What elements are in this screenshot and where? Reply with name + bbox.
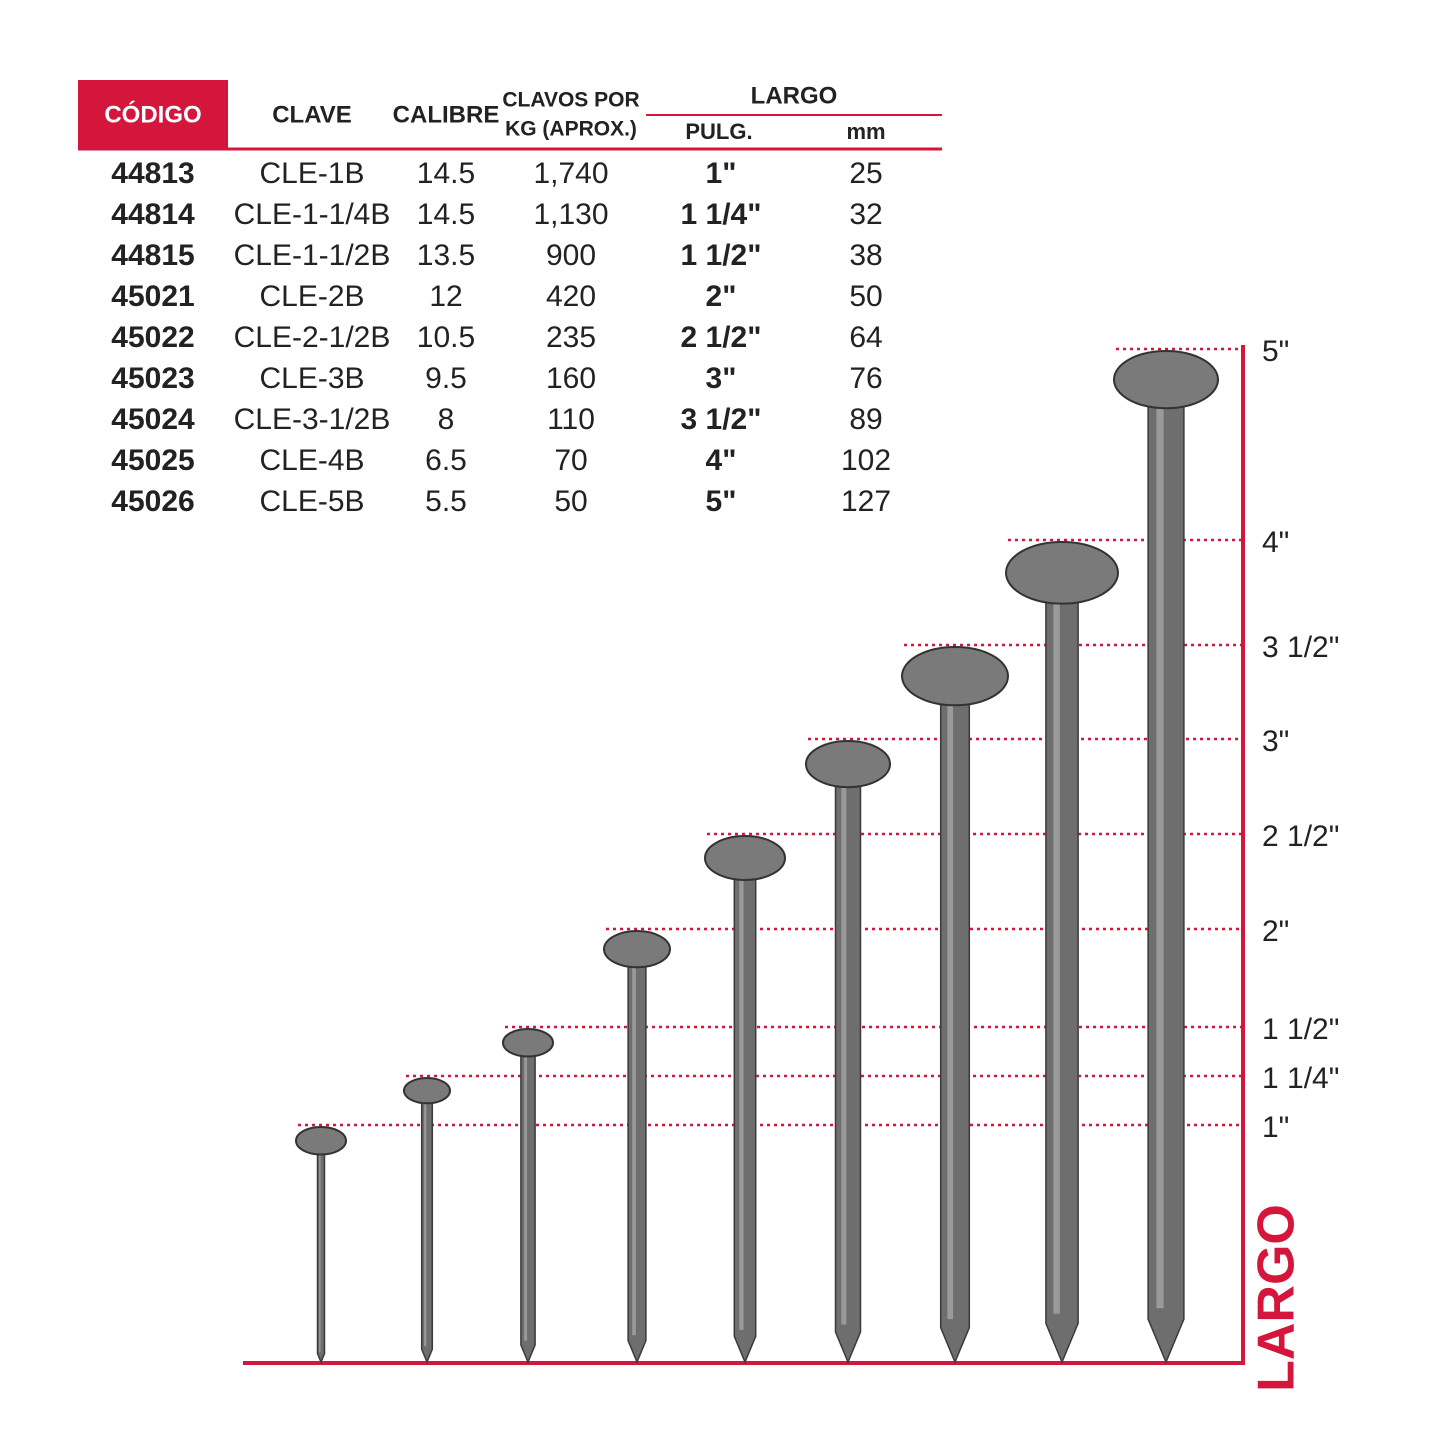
cell: 3 1/2": [681, 403, 762, 436]
scale-label: 4": [1262, 526, 1289, 559]
cell: 900: [546, 239, 596, 272]
cell: 25: [849, 157, 882, 190]
cell: 1,130: [533, 198, 608, 231]
cell: 70: [554, 444, 587, 477]
nail-head: [295, 1126, 347, 1156]
cell: 45026: [111, 485, 194, 518]
scale-label: 5": [1262, 335, 1289, 368]
cell: 13.5: [417, 239, 475, 272]
cell: 14.5: [417, 198, 475, 231]
cell: 110: [547, 403, 595, 436]
cell: 5.5: [425, 485, 467, 518]
cell: CLE-1-1/2B: [234, 239, 391, 272]
scale-label: 1": [1262, 1111, 1289, 1144]
cell: 32: [849, 198, 882, 231]
header-box: [78, 80, 228, 150]
header-clavos: CLAVOS POR: [502, 89, 639, 112]
scale-label: 1 1/2": [1262, 1013, 1339, 1046]
cell: 235: [546, 321, 596, 354]
cell: CLE-4B: [259, 444, 364, 477]
cell: 45023: [111, 362, 194, 395]
nail-shank: [316, 1143, 326, 1364]
cell: CLE-1B: [259, 157, 364, 190]
cell: 50: [849, 280, 882, 313]
nail-head: [1005, 541, 1119, 605]
cell: 50: [554, 485, 587, 518]
cell: 76: [849, 362, 882, 395]
cell: 45022: [111, 321, 194, 354]
cell: 12: [429, 280, 462, 313]
cell: 1 1/2": [681, 239, 762, 272]
cell: 10.5: [417, 321, 475, 354]
cell: 2": [706, 280, 737, 313]
cell: 3": [706, 362, 737, 395]
cell: 1": [706, 157, 737, 190]
header-codigo: CÓDIGO: [104, 100, 201, 128]
cell: CLE-5B: [259, 485, 364, 518]
cell: 420: [546, 280, 596, 313]
cell: 38: [849, 239, 882, 272]
nail-head: [403, 1077, 451, 1105]
cell: 4": [706, 444, 737, 477]
scale-label: 1 1/4": [1262, 1062, 1339, 1095]
cell: 2 1/2": [681, 321, 762, 354]
cell: CLE-3-1/2B: [234, 403, 391, 436]
cell: CLE-3B: [259, 362, 364, 395]
nail-head: [704, 835, 786, 881]
header-clavos: KG (APROX.): [505, 118, 637, 141]
cell: 127: [841, 485, 891, 518]
nail-head: [901, 646, 1009, 707]
cell: 89: [849, 403, 882, 436]
cell: 8: [438, 403, 455, 436]
nail-shank: [939, 685, 971, 1364]
cell: 1,740: [533, 157, 608, 190]
nail-shank: [520, 1045, 536, 1364]
scale-label: 3 1/2": [1262, 631, 1339, 664]
nail-shank: [733, 864, 757, 1364]
cell: 160: [546, 362, 596, 395]
cell: 1 1/4": [681, 198, 762, 231]
header-calibre: CALIBRE: [393, 101, 500, 128]
nail-head: [502, 1028, 554, 1058]
cell: 14.5: [417, 157, 475, 190]
cell: 5": [706, 485, 737, 518]
cell: 45024: [111, 403, 195, 436]
nail-shank: [1147, 388, 1185, 1364]
scale-title: LARGO: [1248, 1204, 1306, 1392]
cell: 6.5: [425, 444, 467, 477]
nail-shank: [627, 953, 647, 1364]
nail-shank: [420, 1092, 434, 1364]
cell: 102: [841, 444, 891, 477]
cell: 44814: [111, 198, 195, 231]
cell: CLE-1-1/4B: [234, 198, 391, 231]
cell: 45021: [111, 280, 194, 313]
cell: 44815: [111, 239, 194, 272]
header-clave: CLAVE: [272, 101, 352, 128]
cell: 45025: [111, 444, 194, 477]
header-mm: mm: [846, 119, 885, 144]
cell: 44813: [111, 157, 194, 190]
nail-shank: [1045, 582, 1079, 1364]
nail-head: [1113, 350, 1219, 410]
scale-label: 2 1/2": [1262, 820, 1339, 853]
nail-shank: [834, 770, 862, 1364]
cell: 64: [849, 321, 882, 354]
cell: CLE-2-1/2B: [234, 321, 391, 354]
cell: 9.5: [425, 362, 467, 395]
header-pulg: PULG.: [685, 119, 752, 144]
header-largo: LARGO: [751, 82, 838, 109]
scale-label: 2": [1262, 915, 1289, 948]
nail-head: [805, 740, 891, 789]
scale-label: 3": [1262, 725, 1289, 758]
cell: CLE-2B: [259, 280, 364, 313]
nail-head: [603, 930, 671, 969]
